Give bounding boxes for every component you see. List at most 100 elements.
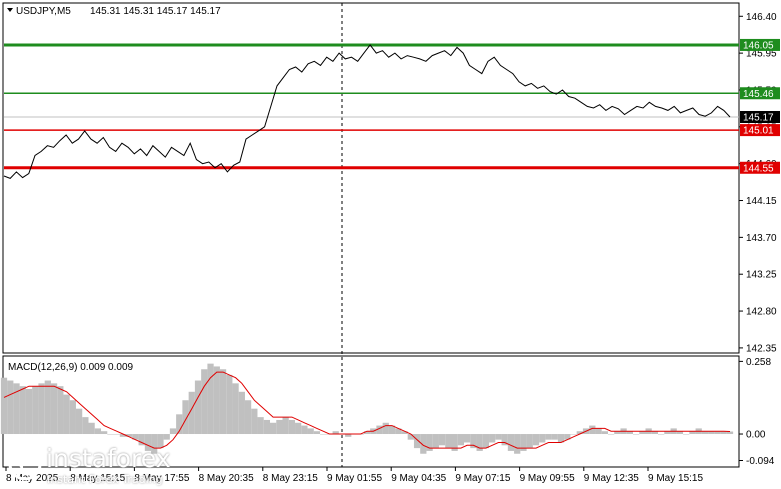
macd-bar	[107, 434, 114, 435]
ohlc-label: 145.31 145.31 145.17 145.17	[90, 6, 221, 17]
macd-bar	[82, 417, 89, 435]
macd-bar	[564, 434, 571, 440]
time-tick-label: 9 May 12:35	[584, 473, 639, 484]
macd-bar	[151, 434, 158, 454]
macd-bar	[194, 380, 202, 435]
macd-bar	[251, 408, 258, 435]
macd-bar	[269, 422, 277, 435]
macd-bar	[244, 400, 252, 435]
time-tick-label: 9 May 01:55	[327, 473, 382, 484]
macd-bar	[363, 431, 371, 435]
price-line-path	[3, 44, 731, 179]
watermark-brand: instaforex	[46, 444, 171, 473]
price-tick-label: 143.25	[746, 270, 777, 281]
macd-bar	[570, 434, 577, 435]
macd-bar	[7, 380, 14, 435]
time-tick-label: 9 May 09:55	[520, 473, 575, 484]
macd-tick-label: 0.00	[746, 430, 766, 441]
macd-bar	[607, 434, 615, 435]
macd-bar	[451, 434, 458, 451]
macd-bar	[313, 431, 321, 435]
macd-bar	[213, 366, 220, 435]
macd-bar	[138, 434, 145, 446]
macd-bar	[257, 417, 264, 435]
level-label: 146.05	[743, 40, 774, 51]
macd-bar	[407, 434, 414, 440]
macd-bar	[132, 434, 139, 440]
macd-bar	[651, 431, 659, 435]
macd-bar	[345, 434, 352, 437]
price-series	[3, 44, 731, 179]
price-levels: 146.05 145.46 145.01 144.55 145.17	[4, 38, 780, 174]
macd-bar	[501, 434, 508, 446]
time-tick-label: 8 May 20:35	[199, 473, 254, 484]
level-badge	[740, 161, 780, 174]
macd-bar	[470, 434, 477, 449]
macd-bar	[557, 434, 565, 443]
time-tick-label: 9 May 04:35	[391, 473, 446, 484]
macd-bar	[157, 434, 164, 449]
watermark-tagline: Instant Forex Trading	[47, 473, 163, 486]
macd-bar	[482, 434, 490, 449]
macd-bar	[420, 434, 427, 454]
macd-signal-path	[3, 371, 731, 449]
macd-bar	[320, 434, 327, 435]
macd-bar	[75, 408, 83, 435]
macd-bar	[382, 422, 389, 435]
macd-tick-label: 0.258	[746, 357, 771, 368]
macd-bar	[614, 431, 621, 435]
level-label: 145.01	[743, 126, 774, 137]
macd-bar	[457, 434, 465, 446]
macd-bar	[163, 434, 170, 440]
time-tick-label: 8 May 23:15	[263, 473, 318, 484]
macd-bar	[526, 434, 533, 449]
macd-bar	[445, 434, 452, 449]
macd-bar	[413, 434, 421, 449]
macd-histogram	[0, 363, 734, 454]
instaforex-watermark: instaforex Instant Forex Trading	[8, 444, 183, 488]
macd-bar	[301, 425, 308, 435]
macd-bar	[376, 425, 383, 435]
macd-bar	[238, 391, 245, 435]
macd-bar	[188, 391, 195, 435]
macd-bar	[476, 434, 483, 451]
macd-bar	[126, 434, 133, 437]
price-tick-label: 143.70	[746, 233, 777, 244]
level-badge	[740, 38, 780, 51]
macd-bar	[495, 434, 502, 440]
macd-bar	[32, 386, 39, 435]
dropdown-triangle-icon[interactable]	[7, 8, 13, 12]
macd-bar	[113, 434, 120, 435]
macd-bar	[601, 431, 608, 435]
macd-bar	[520, 434, 527, 451]
macd-bar	[276, 419, 283, 435]
macd-bar	[88, 422, 95, 435]
macd-axis: 0.258 0.00 -0.094	[739, 357, 775, 467]
macd-bar	[50, 383, 58, 435]
macd-bar	[432, 434, 439, 449]
macd-bar	[532, 434, 540, 446]
macd-bar	[689, 431, 696, 435]
macd-bar	[25, 388, 33, 435]
macd-bar	[489, 434, 496, 443]
macd-label: MACD(12,26,9) 0.009 0.009	[8, 362, 134, 373]
macd-bar	[438, 434, 446, 446]
macd-bar	[282, 417, 289, 435]
time-tick-label: 8 May 15:15	[70, 473, 125, 484]
macd-bar	[720, 431, 727, 435]
price-panel-frame	[2, 2, 740, 354]
macd-bar	[545, 434, 552, 440]
price-tick-label: 146.40	[746, 12, 777, 23]
macd-bar	[144, 434, 152, 451]
macd-bar	[19, 386, 26, 435]
macd-bar	[595, 428, 602, 435]
price-tick-label: 145.95	[746, 49, 777, 60]
macd-bar	[464, 434, 471, 443]
macd-bar	[0, 377, 8, 435]
macd-bar	[44, 380, 51, 435]
macd-bar	[94, 428, 102, 435]
instaforex-logo-icon	[8, 447, 42, 481]
macd-bar	[658, 434, 665, 435]
macd-bar	[726, 431, 734, 435]
